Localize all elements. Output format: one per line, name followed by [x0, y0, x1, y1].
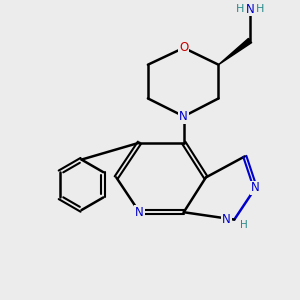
- Text: N: N: [251, 182, 260, 194]
- Text: H: H: [236, 4, 244, 14]
- Text: H: H: [240, 220, 247, 230]
- Text: H: H: [256, 4, 265, 14]
- Polygon shape: [218, 38, 252, 65]
- Text: N: N: [135, 206, 144, 219]
- Text: N: N: [246, 3, 254, 16]
- Text: O: O: [179, 41, 188, 54]
- Text: N: N: [222, 213, 231, 226]
- Text: N: N: [179, 110, 188, 123]
